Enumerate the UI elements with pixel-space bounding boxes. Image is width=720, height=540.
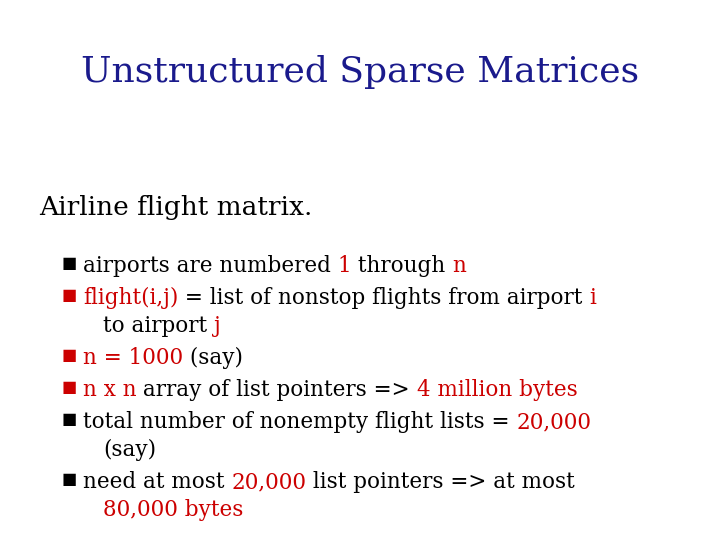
Text: 80,000 bytes: 80,000 bytes (103, 499, 243, 521)
Text: ■: ■ (61, 379, 76, 396)
Text: 1: 1 (338, 255, 351, 277)
Text: 20,000: 20,000 (516, 411, 591, 433)
Text: Airline flight matrix.: Airline flight matrix. (40, 195, 313, 220)
Text: (say): (say) (183, 347, 243, 369)
Text: n: n (452, 255, 466, 277)
Text: i: i (590, 287, 596, 309)
Text: 4 million bytes: 4 million bytes (417, 379, 577, 401)
Text: n = 1000: n = 1000 (83, 347, 183, 369)
Text: Unstructured Sparse Matrices: Unstructured Sparse Matrices (81, 55, 639, 89)
Text: total number of nonempty flight lists =: total number of nonempty flight lists = (83, 411, 516, 433)
Text: through: through (351, 255, 452, 277)
Text: n x n: n x n (83, 379, 136, 401)
Text: = list of nonstop flights from airport: = list of nonstop flights from airport (178, 287, 590, 309)
Text: flight(i,j): flight(i,j) (83, 287, 178, 309)
Text: list pointers => at most: list pointers => at most (306, 471, 575, 493)
Text: ■: ■ (61, 411, 76, 428)
Text: ■: ■ (61, 255, 76, 272)
Text: j: j (214, 315, 220, 337)
Text: array of list pointers =>: array of list pointers => (136, 379, 417, 401)
Text: 20,000: 20,000 (231, 471, 306, 493)
Text: ■: ■ (61, 287, 76, 304)
Text: to airport: to airport (103, 315, 214, 337)
Text: ■: ■ (61, 347, 76, 364)
Text: (say): (say) (103, 439, 156, 461)
Text: ■: ■ (61, 471, 76, 488)
Text: airports are numbered: airports are numbered (83, 255, 338, 277)
Text: need at most: need at most (83, 471, 231, 493)
